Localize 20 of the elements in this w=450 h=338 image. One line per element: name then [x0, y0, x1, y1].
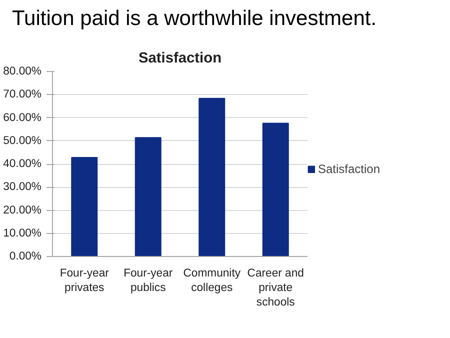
x-tick-label: Four-year privates: [60, 268, 110, 294]
y-tick-label: 10.00%: [3, 227, 42, 240]
y-tick-label: 0.00%: [9, 250, 42, 262]
y-tick-label: 80.00%: [3, 66, 42, 78]
bar: [198, 98, 226, 256]
y-tick-label: 60.00%: [3, 112, 42, 124]
x-tick-label: Four-year publics: [124, 268, 173, 294]
y-tick-label: 50.00%: [3, 134, 42, 147]
y-tick-label: 40.00%: [3, 158, 42, 170]
chart-subtitle: Satisfaction: [138, 50, 222, 66]
y-tick-label: 70.00%: [3, 88, 42, 101]
y-tick-label: 20.00%: [3, 204, 42, 216]
bar: [71, 157, 98, 256]
y-tick-label: 30.00%: [3, 181, 42, 194]
chart-title: Tuition paid is a worthwhile investment.: [12, 6, 377, 32]
legend-label: Satisfaction: [318, 162, 380, 176]
bar: [262, 122, 289, 256]
bar: [134, 137, 162, 256]
x-tick-label: Career and private schools: [247, 268, 304, 308]
x-tick-label: Community colleges: [183, 268, 241, 294]
